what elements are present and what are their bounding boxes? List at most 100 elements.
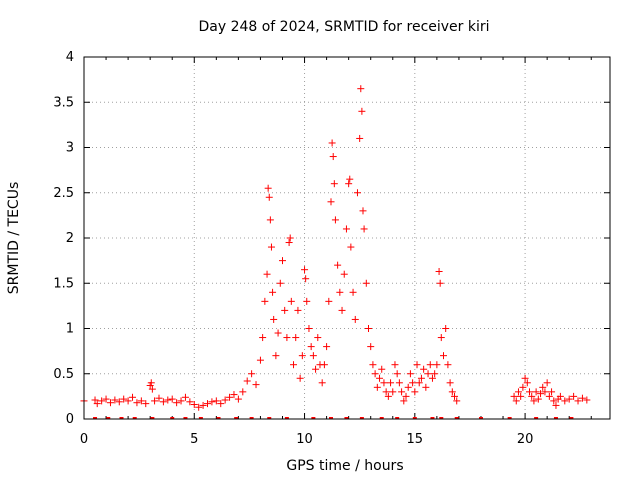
data-point xyxy=(393,370,401,378)
x-tick-label: 15 xyxy=(407,432,424,447)
data-point xyxy=(120,395,128,403)
data-point xyxy=(239,388,247,396)
data-point xyxy=(111,396,119,404)
data-point xyxy=(338,306,346,314)
data-point xyxy=(428,374,436,382)
data-point xyxy=(303,297,311,305)
data-point xyxy=(195,403,203,411)
data-point xyxy=(181,393,189,401)
data-point xyxy=(217,400,225,408)
data-point xyxy=(278,257,286,265)
data-point xyxy=(98,397,106,405)
data-point xyxy=(309,352,317,360)
data-point xyxy=(204,400,212,408)
data-point xyxy=(521,374,529,382)
data-point xyxy=(415,379,423,387)
data-point xyxy=(436,279,444,287)
data-point xyxy=(548,388,556,396)
data-point xyxy=(545,392,553,400)
data-point xyxy=(417,374,425,382)
data-point xyxy=(199,401,207,409)
data-point xyxy=(287,297,295,305)
data-point xyxy=(433,361,441,369)
data-point xyxy=(274,329,282,337)
data-point xyxy=(357,85,365,93)
x-tick-label: 10 xyxy=(296,432,313,447)
y-tick-label: 2.5 xyxy=(53,186,74,201)
data-point xyxy=(431,370,439,378)
data-point xyxy=(406,370,414,378)
data-points xyxy=(80,85,591,419)
data-point xyxy=(422,383,430,391)
data-point xyxy=(290,361,298,369)
data-point xyxy=(272,352,280,360)
y-tick-label: 1.5 xyxy=(53,276,74,291)
data-point xyxy=(537,390,545,398)
data-point xyxy=(519,383,527,391)
data-point xyxy=(550,397,558,405)
data-point xyxy=(259,334,267,342)
data-point xyxy=(115,398,123,406)
data-point xyxy=(177,397,185,405)
data-point xyxy=(360,225,368,233)
data-point xyxy=(530,397,538,405)
data-point xyxy=(151,397,159,405)
data-point xyxy=(168,395,176,403)
data-point xyxy=(358,107,366,115)
grid-lines xyxy=(84,57,610,419)
data-point xyxy=(298,352,306,360)
data-point xyxy=(565,395,573,403)
data-point xyxy=(147,379,155,387)
data-point xyxy=(448,388,456,396)
y-tick-label: 4 xyxy=(66,50,74,65)
data-point xyxy=(137,397,145,405)
y-tick-label: 1 xyxy=(66,322,74,337)
data-point xyxy=(148,385,156,393)
data-point xyxy=(329,153,337,161)
data-point xyxy=(106,399,114,407)
y-tick-label: 3 xyxy=(66,141,74,156)
data-point xyxy=(382,388,390,396)
data-point xyxy=(276,279,284,287)
data-point xyxy=(342,225,350,233)
data-point xyxy=(442,325,450,332)
data-point xyxy=(336,288,344,296)
data-point xyxy=(164,396,172,404)
data-point xyxy=(292,334,300,342)
data-point xyxy=(301,266,309,274)
plot-frame xyxy=(83,56,611,420)
data-point xyxy=(129,393,137,401)
data-point xyxy=(365,325,373,332)
data-point xyxy=(243,377,251,385)
data-point xyxy=(173,399,181,407)
data-point xyxy=(391,361,399,369)
data-point xyxy=(286,234,294,242)
data-point xyxy=(514,388,522,396)
data-point xyxy=(371,370,379,378)
data-point xyxy=(362,279,370,287)
data-point xyxy=(539,383,547,391)
data-point xyxy=(320,361,328,369)
data-point xyxy=(437,334,445,342)
data-point xyxy=(413,361,421,369)
data-point xyxy=(532,388,540,396)
data-point xyxy=(424,370,432,378)
data-point xyxy=(451,392,459,400)
data-point xyxy=(380,379,388,387)
data-point xyxy=(323,343,331,351)
x-axis-label: GPS time / hours xyxy=(286,458,403,474)
data-point xyxy=(345,180,353,188)
x-tick-label: 20 xyxy=(517,432,534,447)
data-point xyxy=(570,392,578,400)
y-tick-label: 2 xyxy=(66,231,74,246)
data-point xyxy=(226,393,234,401)
data-point xyxy=(435,267,443,275)
data-point xyxy=(402,392,410,400)
data-point xyxy=(266,216,274,224)
data-point xyxy=(583,396,591,404)
data-point xyxy=(552,401,560,409)
x-tick-label: 5 xyxy=(190,432,198,447)
data-point xyxy=(347,243,355,251)
chart-title: Day 248 of 2024, SRMTID for receiver kir… xyxy=(198,19,489,35)
